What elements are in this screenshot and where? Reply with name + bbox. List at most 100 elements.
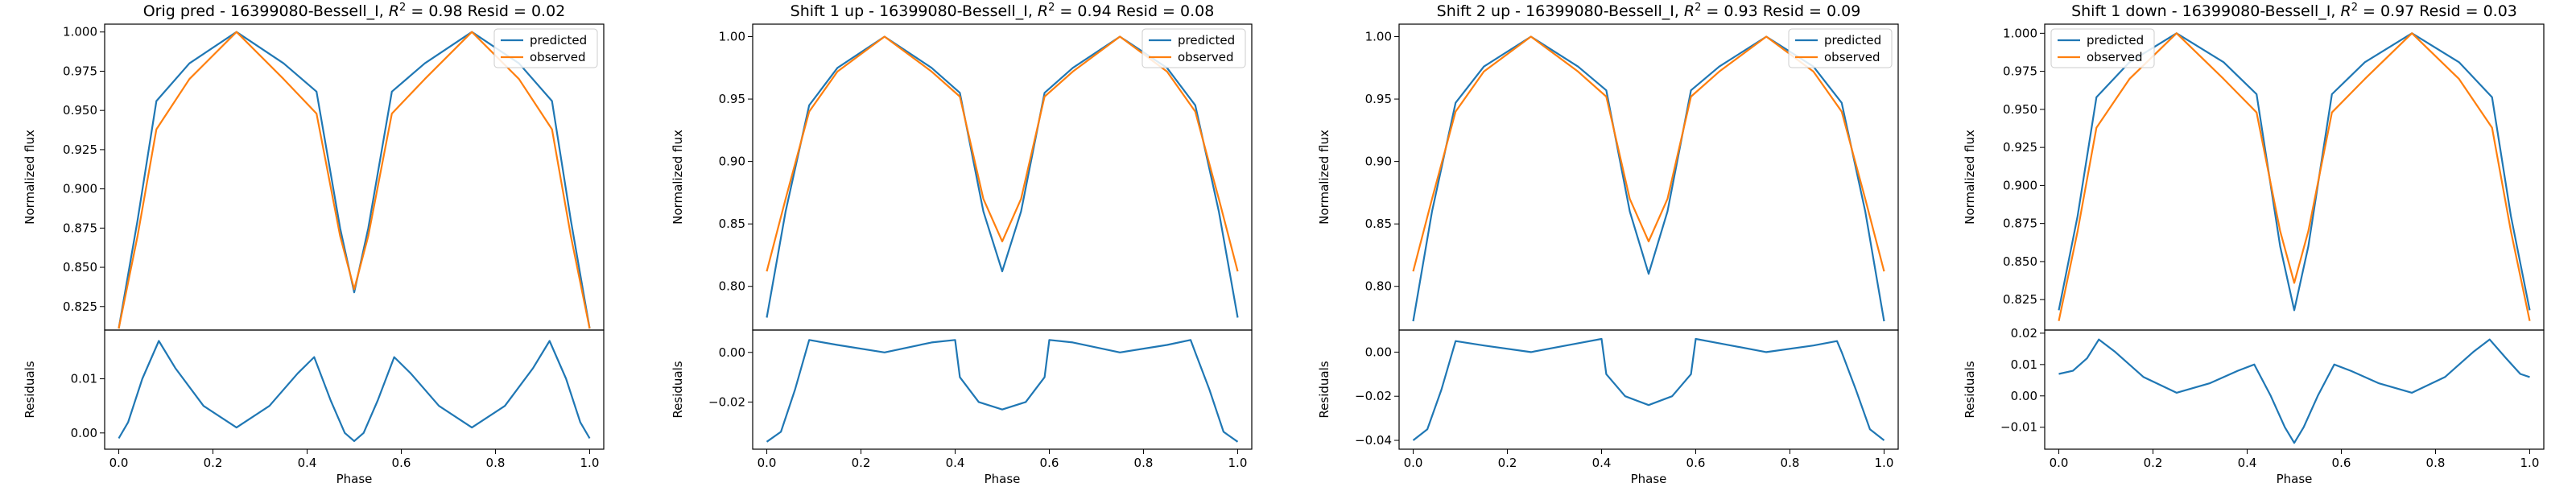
title-r2-superscript: 2 bbox=[1048, 2, 1055, 14]
legend: predicted observed bbox=[493, 28, 598, 68]
title-prefix: Orig pred - 16399080-Bessell_I, bbox=[143, 2, 389, 20]
xtick-label: 1.0 bbox=[580, 456, 600, 470]
top-axes-frame bbox=[1398, 23, 1899, 331]
xtick-label: 0.0 bbox=[758, 456, 777, 470]
legend: predicted observed bbox=[1788, 28, 1893, 68]
xtick-label: 0.6 bbox=[392, 456, 411, 470]
residual-line bbox=[766, 339, 1239, 443]
top-ytick-label: 1.000 bbox=[63, 25, 97, 39]
subplot-title: Shift 1 down - 16399080-Bessell_I, R2 = … bbox=[2071, 2, 2517, 20]
legend-label-predicted: predicted bbox=[1178, 33, 1235, 47]
top-ylabel: Normalized flux bbox=[23, 130, 37, 225]
top-ytick-label: 1.00 bbox=[719, 30, 745, 44]
xlabel: Phase bbox=[2277, 472, 2313, 483]
legend: predicted observed bbox=[2050, 28, 2155, 68]
bottom-axes-frame bbox=[752, 329, 1253, 450]
top-ylabel: Normalized flux bbox=[671, 130, 685, 225]
bottom-ytick-label: 0.00 bbox=[1365, 345, 1392, 359]
series-line-predicted bbox=[118, 31, 591, 329]
top-ylabel: Normalized flux bbox=[1963, 130, 1977, 225]
xtick-label: 0.0 bbox=[109, 456, 129, 470]
bottom-ytick-label: −0.02 bbox=[708, 394, 745, 409]
subplot-title: Shift 2 up - 16399080-Bessell_I, R2 = 0.… bbox=[1437, 2, 1861, 20]
top-axes-frame bbox=[752, 23, 1253, 331]
xtick-label: 0.6 bbox=[1040, 456, 1059, 470]
series-line-predicted bbox=[1412, 35, 1885, 322]
xtick-label: 1.0 bbox=[1228, 456, 1248, 470]
top-ytick-label: 1.000 bbox=[2003, 26, 2037, 40]
top-ytick-label: 0.825 bbox=[63, 299, 97, 314]
top-ytick-label: 0.900 bbox=[2003, 178, 2037, 192]
bottom-ylabel: Residuals bbox=[23, 361, 37, 418]
bottom-ylabel: Residuals bbox=[1963, 361, 1977, 418]
title-suffix: = 0.94 Resid = 0.08 bbox=[1055, 2, 1214, 20]
bottom-ytick-label: −0.04 bbox=[1355, 433, 1392, 448]
top-ytick-label: 0.925 bbox=[63, 142, 97, 157]
top-ytick-label: 0.875 bbox=[63, 221, 97, 235]
legend-label-predicted: predicted bbox=[530, 33, 587, 47]
xtick-label: 1.0 bbox=[1875, 456, 1894, 470]
title-suffix: = 0.98 Resid = 0.02 bbox=[406, 2, 565, 20]
series-line-observed bbox=[766, 35, 1239, 272]
xtick-label: 0.8 bbox=[1781, 456, 1800, 470]
top-ytick-label: 0.85 bbox=[1365, 217, 1392, 231]
title-r2-symbol: R bbox=[389, 2, 399, 20]
top-ytick-label: 0.850 bbox=[63, 260, 97, 275]
xtick-label: 0.6 bbox=[1686, 456, 1706, 470]
legend-label-observed: observed bbox=[2087, 50, 2143, 64]
bottom-ytick-label: 0.02 bbox=[2011, 326, 2037, 341]
xtick-label: 0.0 bbox=[1404, 456, 1423, 470]
xtick-label: 0.8 bbox=[486, 456, 506, 470]
bottom-ylabel: Residuals bbox=[1317, 361, 1331, 418]
subplot-3: Shift 2 up - 16399080-Bessell_I, R2 = 0.… bbox=[1317, 2, 1899, 483]
xtick-label: 0.2 bbox=[204, 456, 223, 470]
xtick-label: 0.2 bbox=[852, 456, 871, 470]
xtick-label: 0.8 bbox=[2426, 456, 2446, 470]
title-suffix: = 0.97 Resid = 0.03 bbox=[2358, 2, 2517, 20]
bottom-ytick-label: −0.01 bbox=[2000, 420, 2037, 435]
xtick-label: 0.6 bbox=[2332, 456, 2351, 470]
title-r2-symbol: R bbox=[2340, 2, 2351, 20]
subplot-title: Orig pred - 16399080-Bessell_I, R2 = 0.9… bbox=[143, 2, 566, 20]
subplot-title: Shift 1 up - 16399080-Bessell_I, R2 = 0.… bbox=[791, 2, 1215, 20]
xtick-label: 0.4 bbox=[2238, 456, 2257, 470]
title-prefix: Shift 2 up - 16399080-Bessell_I, bbox=[1437, 2, 1684, 20]
title-r2-superscript: 2 bbox=[1695, 2, 1701, 14]
title-r2-superscript: 2 bbox=[2351, 2, 2358, 14]
series-line-predicted bbox=[766, 35, 1239, 318]
top-ytick-label: 0.825 bbox=[2003, 292, 2037, 307]
residual-line bbox=[1412, 337, 1885, 441]
xtick-label: 0.4 bbox=[298, 456, 317, 470]
series-line-observed bbox=[1412, 35, 1885, 272]
bottom-ylabel: Residuals bbox=[671, 361, 685, 418]
top-ytick-label: 0.975 bbox=[63, 64, 97, 78]
top-ytick-label: 0.975 bbox=[2003, 64, 2037, 79]
subplot-2: Shift 1 up - 16399080-Bessell_I, R2 = 0.… bbox=[671, 2, 1253, 483]
top-ytick-label: 0.95 bbox=[719, 92, 745, 106]
residual-line bbox=[118, 340, 591, 442]
legend: predicted observed bbox=[1141, 28, 1246, 68]
top-ytick-label: 0.90 bbox=[719, 155, 745, 169]
xtick-label: 0.8 bbox=[1134, 456, 1154, 470]
top-ytick-label: 0.80 bbox=[1365, 279, 1392, 294]
title-suffix: = 0.93 Resid = 0.09 bbox=[1701, 2, 1860, 20]
top-ytick-label: 0.950 bbox=[63, 103, 97, 118]
top-ytick-label: 1.00 bbox=[1365, 30, 1392, 44]
legend-label-observed: observed bbox=[530, 50, 586, 64]
xtick-label: 0.4 bbox=[1592, 456, 1612, 470]
top-ytick-label: 0.925 bbox=[2003, 140, 2037, 155]
top-ytick-label: 0.875 bbox=[2003, 217, 2037, 231]
title-prefix: Shift 1 up - 16399080-Bessell_I, bbox=[791, 2, 1038, 20]
top-ytick-label: 0.90 bbox=[1365, 155, 1392, 169]
top-ytick-label: 0.80 bbox=[719, 279, 745, 294]
title-r2-symbol: R bbox=[1684, 2, 1695, 20]
subplot-4: Shift 1 down - 16399080-Bessell_I, R2 = … bbox=[1963, 2, 2545, 483]
bottom-axes-frame bbox=[1398, 329, 1899, 450]
bottom-axes-frame bbox=[104, 329, 605, 450]
bottom-ytick-label: 0.01 bbox=[71, 372, 97, 386]
legend-label-predicted: predicted bbox=[1824, 33, 1881, 47]
top-ytick-label: 0.95 bbox=[1365, 92, 1392, 106]
top-axes-frame bbox=[2044, 23, 2545, 331]
bottom-ytick-label: 0.00 bbox=[719, 345, 745, 360]
